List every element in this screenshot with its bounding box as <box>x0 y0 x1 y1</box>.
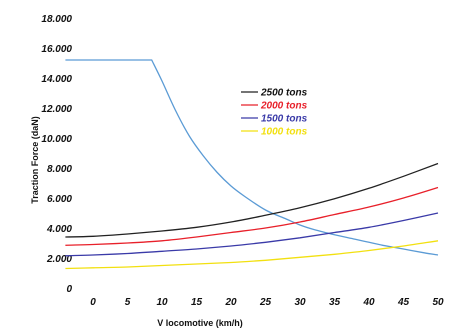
legend-label: 2500 tons <box>260 88 308 99</box>
y-tick-label: 16.000 <box>41 44 72 55</box>
legend: 2500 tons 2000 tons 1500 tons 1000 tons <box>241 88 308 138</box>
x-axis-label: V locomotive (km/h) <box>157 318 243 328</box>
y-tick-label: 0 <box>66 284 72 295</box>
resistance-line-1000-tons <box>65 240 439 270</box>
y-tick-label: 12.000 <box>41 104 72 115</box>
x-tick-label: 30 <box>294 297 306 308</box>
resistance-line-2500-tons <box>65 162 439 238</box>
x-tick-label: 25 <box>259 297 272 308</box>
y-tick-label: 18.000 <box>41 14 72 25</box>
legend-label: 1000 tons <box>261 127 308 138</box>
y-tick-label: 2.000 <box>46 254 72 265</box>
x-axis-ticks: 0 5 10 15 20 25 30 35 40 45 50 <box>90 297 444 308</box>
x-tick-label: 0 <box>90 297 96 308</box>
y-tick-label: 8.000 <box>47 164 72 175</box>
x-tick-label: 45 <box>397 297 410 308</box>
y-tick-label: 10.000 <box>41 134 72 145</box>
resistance-line-2000-tons <box>65 186 439 246</box>
legend-label: 1500 tons <box>261 114 308 125</box>
x-tick-label: 40 <box>362 297 375 308</box>
y-tick-label: 6.000 <box>47 194 72 205</box>
tractive-effort-line <box>65 59 439 256</box>
x-tick-label: 10 <box>156 297 168 308</box>
y-axis-ticks: 0 2.000 4.000 6.000 8.000 10.000 12.000 14.000 1… <box>41 14 72 295</box>
legend-label: 2000 tons <box>260 101 308 112</box>
x-tick-label: 35 <box>329 297 341 308</box>
x-tick-label: 20 <box>224 297 237 308</box>
y-tick-label: 4.000 <box>46 224 72 235</box>
x-tick-label: 5 <box>125 297 131 308</box>
x-tick-label: 50 <box>432 297 444 308</box>
y-tick-label: 14.000 <box>41 74 72 85</box>
y-axis-label: Traction Force (daN) <box>30 116 40 204</box>
x-tick-label: 15 <box>191 297 203 308</box>
series-lines <box>65 59 439 270</box>
resistance-line-1500-tons <box>65 212 439 257</box>
